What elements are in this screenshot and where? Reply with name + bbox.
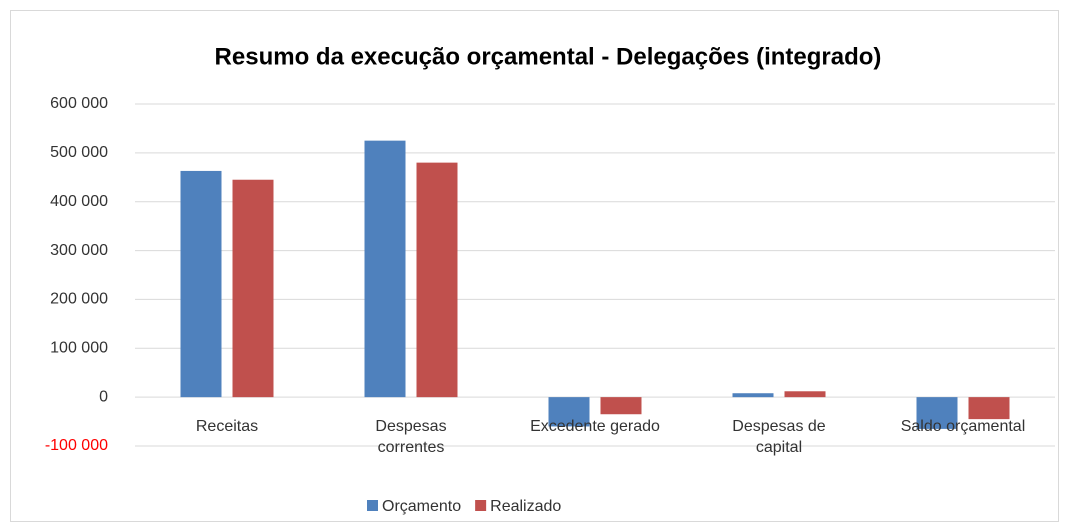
- x-tick-label: Receitas: [195, 418, 259, 435]
- bar: [548, 397, 590, 427]
- bar: [180, 170, 222, 398]
- bar: [784, 391, 826, 398]
- x-tick-label: Saldo orçamental: [900, 418, 1026, 435]
- y-tick-label: -100 000: [45, 437, 108, 454]
- y-tick-label: 500 000: [50, 144, 108, 161]
- legend-swatch: [475, 500, 487, 511]
- legend-label: Realizado: [490, 498, 561, 515]
- y-tick-label: 200 000: [50, 291, 108, 308]
- bar: [968, 397, 1010, 420]
- x-tick-label: Despesas de capital: [732, 418, 826, 456]
- y-tick-label: 600 000: [50, 95, 108, 112]
- chart-border: [10, 10, 1059, 522]
- bar: [416, 162, 458, 398]
- y-tick-label: 100 000: [50, 340, 108, 357]
- bar: [364, 140, 406, 398]
- legend-label: Orçamento: [382, 498, 461, 515]
- bar: [600, 397, 642, 415]
- y-tick-label: 400 000: [50, 193, 108, 210]
- bar: [916, 397, 958, 429]
- x-tick-label: Excedente gerado: [530, 418, 660, 435]
- y-tick-label: 0: [99, 388, 108, 405]
- y-tick-label: 300 000: [50, 242, 108, 259]
- chart-title: Resumo da execução orçamental - Delegaçõ…: [215, 43, 882, 70]
- bar: [232, 179, 274, 398]
- bar: [732, 393, 774, 398]
- legend-swatch: [367, 500, 378, 511]
- x-tick-label: Despesas correntes: [375, 418, 447, 456]
